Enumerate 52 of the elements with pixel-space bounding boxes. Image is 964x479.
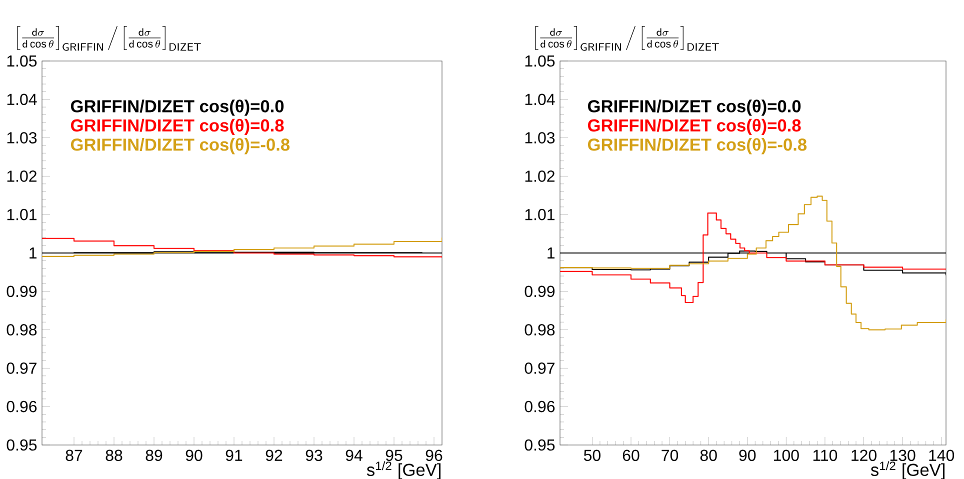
y-tick-label: 0.98 — [6, 324, 37, 336]
y-axis-title: $\left[\frac{\mathsf{d}\sigma}{\mathsf{d}\cos\theta}\right]_{\mathsf{GRIFFIN}}\Big/\left[\frac{\mathsf{d}\sigma}{\mathsf{d}\cos\theta}\right]_{\mathsf{DIZET}}$ — [535, 26, 719, 50]
y-tick-label: 1.03 — [525, 132, 555, 144]
x-tick-label: 94 — [346, 449, 362, 461]
y-tick-label: 0.99 — [6, 286, 37, 297]
text: GRIFFIN/DIZET cos(θ)=0.8 — [588, 118, 801, 135]
y-tick-label: 0.97 — [6, 362, 36, 374]
y-tick-label: 1.04 — [525, 94, 555, 105]
y-tick-label: 1.05 — [7, 55, 37, 66]
y-axis-title: $\left[\frac{\mathsf{d}\sigma}{\mathsf{d}\cos\theta}\right]_{\mathsf{GRIFFIN}}\Big/\left[\frac{\mathsf{d}\sigma}{\mathsf{d}\cos\theta}\right]_{\mathsf{DIZET}}$ — [17, 26, 201, 50]
x-tick-label: 140 — [929, 449, 954, 461]
y-tick-label: 1.04 — [7, 94, 37, 105]
x-tick-label: 110 — [813, 449, 838, 461]
x-tick-label: 90 — [186, 449, 202, 461]
y-tick-label: 1 — [30, 247, 37, 258]
x-tick-label: 70 — [662, 449, 678, 461]
x-axis-title: s$^{1/2}$ [GeV] — [366, 461, 440, 479]
text: GRIFFIN/DIZET cos(θ)=0.0 — [70, 99, 284, 116]
x-tick-label: 88 — [106, 449, 122, 461]
y-tick-label: 1.03 — [7, 132, 37, 144]
text: GRIFFIN/DIZET cos(θ)=-0.8 — [588, 138, 807, 154]
x-tick-label: 60 — [622, 449, 640, 461]
x-tick-label: 91 — [226, 449, 242, 461]
y-tick-label: 0.96 — [6, 400, 37, 412]
x-axis-title: s$^{1/2}$ [GeV] — [870, 461, 944, 479]
x-tick-label: 100 — [774, 449, 799, 461]
x-tick-label: 96 — [426, 449, 442, 461]
y-tick-label: 1.01 — [7, 208, 37, 220]
text: GRIFFIN/DIZET cos(θ)=0.0 — [588, 99, 801, 116]
x-tick-label: 95 — [386, 449, 402, 461]
text: GRIFFIN/DIZET cos(θ)=-0.8 — [70, 138, 290, 154]
y-tick-label: 0.96 — [524, 400, 555, 412]
x-tick-label: 93 — [306, 449, 322, 461]
text: GRIFFIN/DIZET cos(θ)=0.8 — [70, 118, 284, 135]
y-tick-label: 1 — [548, 247, 555, 258]
x-tick-label: 50 — [584, 449, 600, 461]
y-tick-label: 0.97 — [524, 362, 554, 374]
x-tick-label: 80 — [700, 449, 717, 461]
y-tick-label: 0.99 — [524, 286, 555, 297]
y-tick-label: 1.02 — [7, 170, 36, 182]
x-tick-label: 92 — [266, 449, 282, 461]
x-tick-label: 90 — [739, 449, 756, 461]
y-tick-label: 1.01 — [525, 208, 555, 220]
y-tick-label: 0.95 — [6, 439, 37, 450]
y-tick-label: 1.05 — [525, 55, 555, 66]
y-tick-label: 0.95 — [524, 439, 555, 450]
y-tick-label: 1.02 — [525, 170, 554, 182]
x-tick-label: 120 — [852, 449, 876, 461]
x-tick-label: 87 — [66, 449, 82, 461]
x-tick-label: 89 — [146, 449, 162, 461]
x-tick-label: 130 — [890, 449, 916, 461]
y-tick-label: 0.98 — [524, 324, 555, 336]
